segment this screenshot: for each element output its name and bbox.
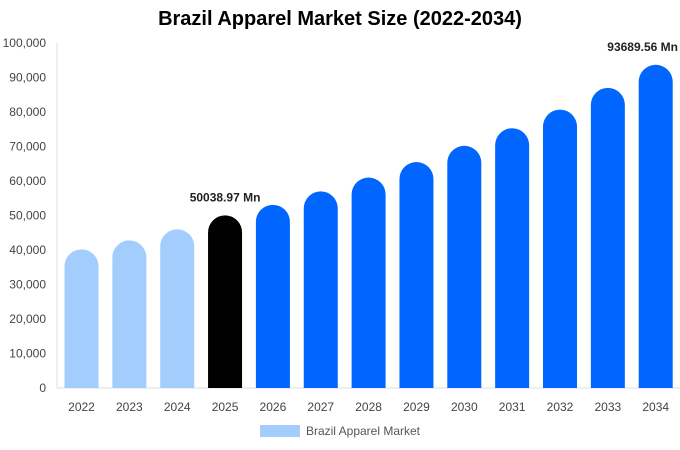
y-tick-label: 30,000 <box>9 278 46 292</box>
bar-2033 <box>590 87 625 388</box>
bar-2031 <box>495 128 530 388</box>
legend-swatch <box>259 425 300 437</box>
bar-2027 <box>303 191 338 388</box>
bar-2032 <box>543 109 577 389</box>
bar-2022 <box>64 249 99 388</box>
chart-title: Brazil Apparel Market Size (2022-2034) <box>158 8 522 30</box>
bar-2026 <box>255 204 290 388</box>
x-tick-label: 2033 <box>594 400 621 414</box>
legend-label: Brazil Apparel Market <box>305 424 421 438</box>
y-tick-label: 40,000 <box>9 243 46 257</box>
bar-2028 <box>351 177 386 388</box>
y-tick-label: 50,000 <box>9 209 46 223</box>
bar-2023 <box>112 240 147 388</box>
x-tick-label: 2031 <box>499 400 526 414</box>
y-tick-label: 20,000 <box>9 312 46 326</box>
y-tick-label: 80,000 <box>9 105 46 119</box>
bar-2029 <box>399 162 434 388</box>
x-tick-label: 2023 <box>116 400 143 414</box>
x-tick-label: 2028 <box>355 400 382 414</box>
x-tick-label: 2027 <box>307 400 334 414</box>
x-tick-label: 2022 <box>68 400 95 414</box>
data-label-2034: 93689.56 Mn <box>607 40 678 54</box>
y-tick-label: 90,000 <box>9 71 46 85</box>
bar-2034 <box>638 64 673 388</box>
bar-2024 <box>160 229 195 388</box>
x-tick-label: 2030 <box>451 400 478 414</box>
x-tick-label: 2026 <box>260 400 287 414</box>
x-tick-label: 2025 <box>212 400 239 414</box>
bar-2030 <box>447 145 482 388</box>
y-tick-label: 0 <box>39 381 46 395</box>
y-tick-label: 10,000 <box>9 347 46 361</box>
y-tick-label: 70,000 <box>9 140 46 154</box>
x-tick-label: 2034 <box>642 400 669 414</box>
y-tick-label: 100,000 <box>3 36 47 50</box>
y-tick-label: 60,000 <box>9 174 46 188</box>
data-label-2025: 50038.97 Mn <box>190 190 261 204</box>
x-tick-label: 2024 <box>164 400 191 414</box>
x-tick-label: 2032 <box>547 400 574 414</box>
legend: Brazil Apparel Market <box>0 424 680 438</box>
bar-2025 <box>208 215 243 388</box>
x-tick-label: 2029 <box>403 400 430 414</box>
